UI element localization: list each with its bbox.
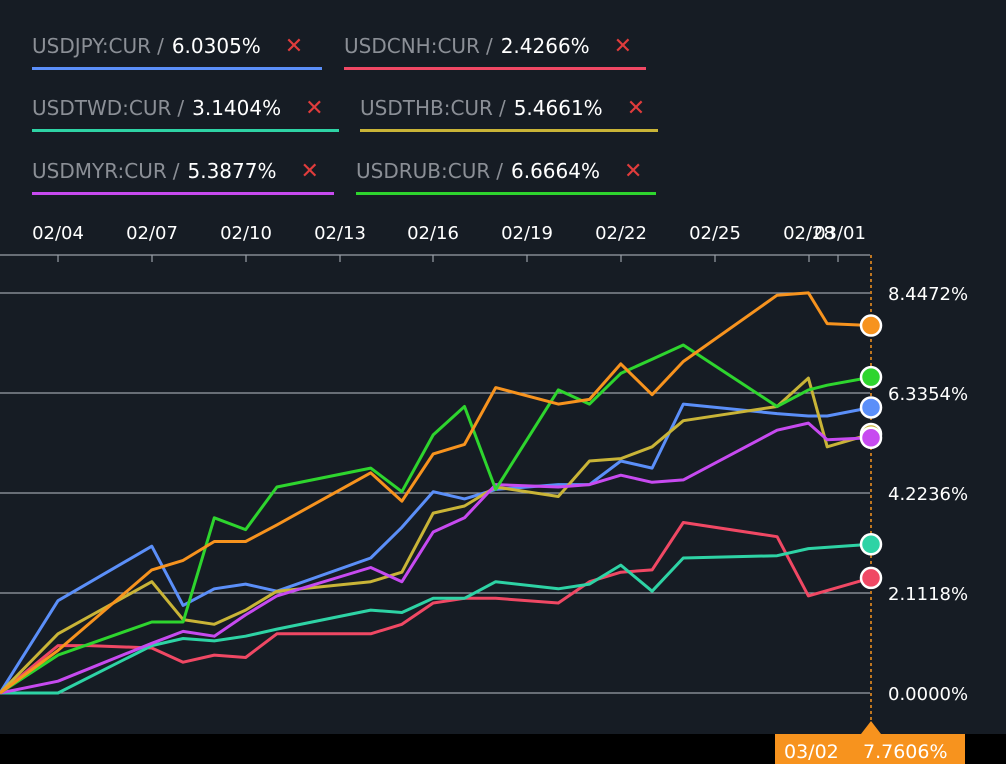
legend-symbol: USDMYR:CUR [32, 159, 167, 183]
legend-value: 5.3877% [187, 159, 277, 183]
y-tick-label: 0.0000% [888, 684, 968, 705]
legend-symbol: USDTHB:CUR [360, 96, 493, 120]
series-line [0, 402, 872, 694]
legend-value: 6.0305% [171, 34, 261, 58]
x-tick-label: 02/04 [32, 223, 84, 244]
x-tick-label: 03/01 [814, 223, 866, 244]
remove-series-icon[interactable]: ✕ [284, 33, 304, 59]
legend-item: USDTHB:CUR/ 5.4661% ✕ [360, 88, 658, 132]
series-line [0, 542, 872, 695]
crosshair-date: 03/02 [784, 741, 839, 763]
series-line [0, 421, 872, 695]
x-axis: 02/04 02/07 02/10 02/13 02/16 02/19 02/22 02/25… [0, 223, 870, 262]
x-tick-label: 02/07 [126, 223, 178, 244]
legend-symbol: USDTWD:CUR [32, 96, 172, 120]
y-tick-label: 6.3354% [888, 384, 968, 405]
legend-value: 2.4266% [500, 34, 590, 58]
crosshair-label-box [775, 734, 965, 764]
series-line [0, 521, 872, 695]
x-tick-label: 02/22 [595, 223, 647, 244]
legend-item: USDTWD:CUR/ 3.1404% ✕ [32, 88, 339, 132]
legend-separator: / [496, 159, 503, 183]
series-line [0, 343, 872, 695]
legend-separator: / [177, 96, 185, 120]
remove-series-icon[interactable]: ✕ [623, 158, 643, 184]
legend-separator: / [485, 34, 493, 58]
crosshair-pointer [861, 721, 881, 734]
x-tick-label: 02/10 [220, 223, 272, 244]
legend-color-underline [32, 129, 339, 132]
series-end-marker [859, 566, 883, 590]
series-end-marker [859, 396, 883, 419]
legend-value: 3.1404% [192, 96, 282, 120]
x-tick-label: 02/19 [501, 223, 553, 244]
legend-item: USDMYR:CUR/ 5.3877% ✕ [32, 151, 334, 195]
series-end-markers [859, 314, 883, 590]
legend-separator: / [498, 96, 506, 120]
legend-value: 6.6664% [510, 159, 600, 183]
legend-item: USDJPY:CUR/ 6.0305% ✕ [32, 26, 322, 70]
legend-value: 5.4661% [513, 96, 603, 120]
remove-series-icon[interactable]: ✕ [300, 158, 319, 184]
legend-separator: / [157, 34, 164, 58]
x-tick-label: 02/16 [407, 223, 459, 244]
remove-series-icon[interactable]: ✕ [305, 95, 324, 121]
legend-color-underline [344, 67, 646, 70]
legend-item: USDCNH:CUR/ 2.4266% ✕ [344, 26, 646, 70]
legend-item: USDRUB:CUR/ 6.6664% ✕ [356, 151, 656, 195]
y-axis: 0.0000% 2.1118% 4.2236% 6.3354% 8.4472% [888, 284, 968, 705]
remove-series-icon[interactable]: ✕ [626, 95, 646, 121]
legend-color-underline [360, 129, 658, 132]
y-tick-label: 8.4472% [888, 284, 968, 305]
series-end-marker [859, 314, 883, 337]
series-line [0, 291, 872, 695]
legend-symbol: USDRUB:CUR [356, 159, 491, 183]
y-tick-label: 2.1118% [888, 584, 968, 605]
comparison-line-chart: 02/04 02/07 02/10 02/13 02/16 02/19 02/22 02/25… [0, 223, 1006, 764]
legend-symbol: USDJPY:CUR [32, 34, 152, 58]
legend: USDJPY:CUR/6.0305% ✕ USDCNH:CUR/2.4266% ✕ US… [0, 0, 1006, 210]
series-end-marker [859, 426, 883, 450]
legend-separator: / [172, 159, 180, 183]
x-tick-label: 02/13 [314, 223, 366, 244]
series-line [0, 376, 872, 695]
x-tick-label: 02/25 [689, 223, 741, 244]
remove-series-icon[interactable]: ✕ [613, 33, 633, 59]
y-tick-label: 4.2236% [888, 484, 968, 505]
legend-color-underline [32, 192, 334, 195]
legend-color-underline [356, 192, 656, 195]
crosshair: 03/02 7.7606% [0, 255, 1006, 764]
crosshair-value: 7.7606% [863, 741, 948, 763]
series-lines [0, 291, 872, 695]
legend-symbol: USDCNH:CUR [344, 34, 480, 58]
series-end-marker [859, 533, 883, 556]
series-end-marker [859, 365, 883, 389]
legend-color-underline [32, 67, 322, 70]
x-tick-label: 02/28 [783, 223, 835, 244]
